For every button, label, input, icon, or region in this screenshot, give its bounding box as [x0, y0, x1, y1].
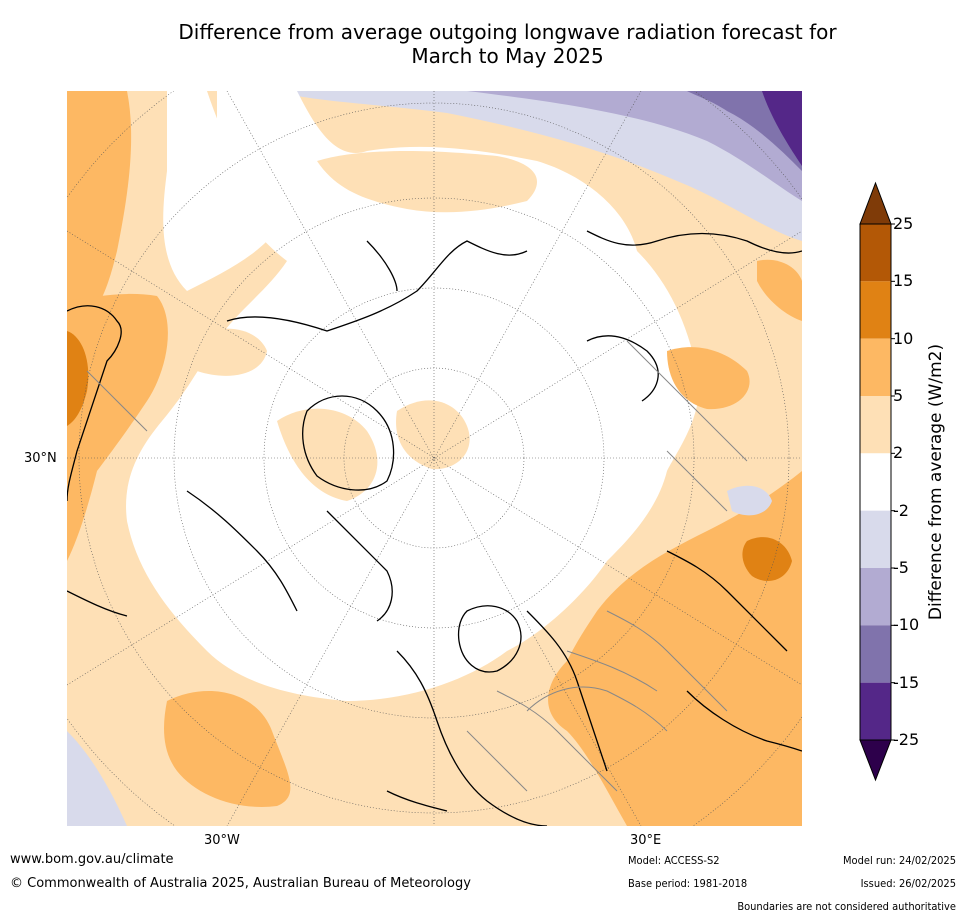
positive-zone-east-strong [742, 537, 792, 581]
polar-map [67, 91, 802, 826]
colorbar-arrow-bottom [859, 739, 892, 782]
graticule [67, 91, 802, 826]
colorbar-segment-m10_m5 [860, 568, 891, 626]
model-name: Model: ACCESS-S2 [628, 854, 720, 867]
colorbar-segment-m2_2 [860, 453, 891, 511]
arctic-patch-3 [396, 400, 470, 470]
colorbar-tick-label: 5 [893, 386, 904, 405]
longitude-label-30w: 30°W [204, 833, 240, 848]
colorbar-tick-label: -15 [893, 672, 920, 692]
colorbar-segment-2_5 [860, 396, 891, 454]
positive-zone-west-strong [67, 331, 89, 426]
colorbar [859, 181, 895, 782]
colorbar-tick-label: 15 [893, 271, 914, 291]
negative-zone-mid [467, 91, 802, 201]
colorbar-segment-m25_m15 [860, 682, 891, 740]
model-run-date: Model run: 24/02/2025 [843, 854, 956, 867]
colorbar-segment-5_10 [860, 338, 891, 396]
colorbar-tick-label: 10 [893, 328, 914, 348]
colorbar-segment-m5_m2 [860, 510, 891, 568]
colorbar-tick-label: -5 [893, 558, 909, 577]
map-title-line2: March to May 2025 [411, 44, 604, 68]
colorbar-tick-label: -2 [893, 500, 909, 520]
positive-zone-west-1 [67, 91, 132, 331]
positive-zone-southwest [164, 691, 291, 807]
colorbar-tick-label: 2 [893, 443, 904, 463]
map-title-line1: Difference from average outgoing longwav… [178, 20, 837, 44]
negative-zone-east [727, 485, 772, 516]
colorbar-label: Difference from average (W/m2) [926, 343, 946, 621]
white-band-west [163, 91, 267, 291]
website-link[interactable]: www.bom.gov.au/climate [10, 852, 174, 867]
longitude-label-30e: 30°E [630, 833, 662, 848]
colorbar-tick-label: 25 [893, 214, 914, 233]
positive-zone-west-2 [67, 293, 168, 561]
country-boundaries [86, 340, 748, 792]
colorbar-segments [860, 224, 891, 740]
positive-zone-east [548, 471, 802, 826]
colorbar-arrow-top [859, 181, 892, 225]
positive-zone-northeast [667, 347, 750, 410]
colorbar-segment-10_15 [860, 281, 891, 339]
issued-date: Issued: 26/02/2025 [860, 877, 956, 890]
negative-zone-strongest [762, 91, 802, 166]
near-average-zone [126, 91, 700, 701]
map-title: Difference from average outgoing longwav… [140, 20, 875, 68]
colorbar-segment-15_25 [860, 224, 891, 282]
coastlines [67, 230, 802, 826]
arctic-patch-1 [317, 151, 537, 213]
colorbar-ticks [891, 223, 895, 741]
colorbar-segment-m15_m10 [860, 625, 891, 683]
negative-zone-light [277, 91, 802, 241]
copyright: © Commonwealth of Australia 2025, Austra… [10, 876, 471, 891]
colorbar-tick-label: -10 [893, 615, 920, 635]
positive-zone-northeast-2 [757, 259, 802, 321]
boundaries-disclaimer: Boundaries are not considered authoritat… [737, 900, 956, 913]
colorbar-tick-label: -25 [893, 730, 920, 749]
negative-zone-southwest [67, 731, 127, 826]
latitude-label-30n: 30°N [24, 451, 57, 466]
base-period: Base period: 1981-2018 [628, 877, 748, 890]
map-svg [67, 91, 802, 826]
arctic-patch-4 [187, 328, 267, 376]
